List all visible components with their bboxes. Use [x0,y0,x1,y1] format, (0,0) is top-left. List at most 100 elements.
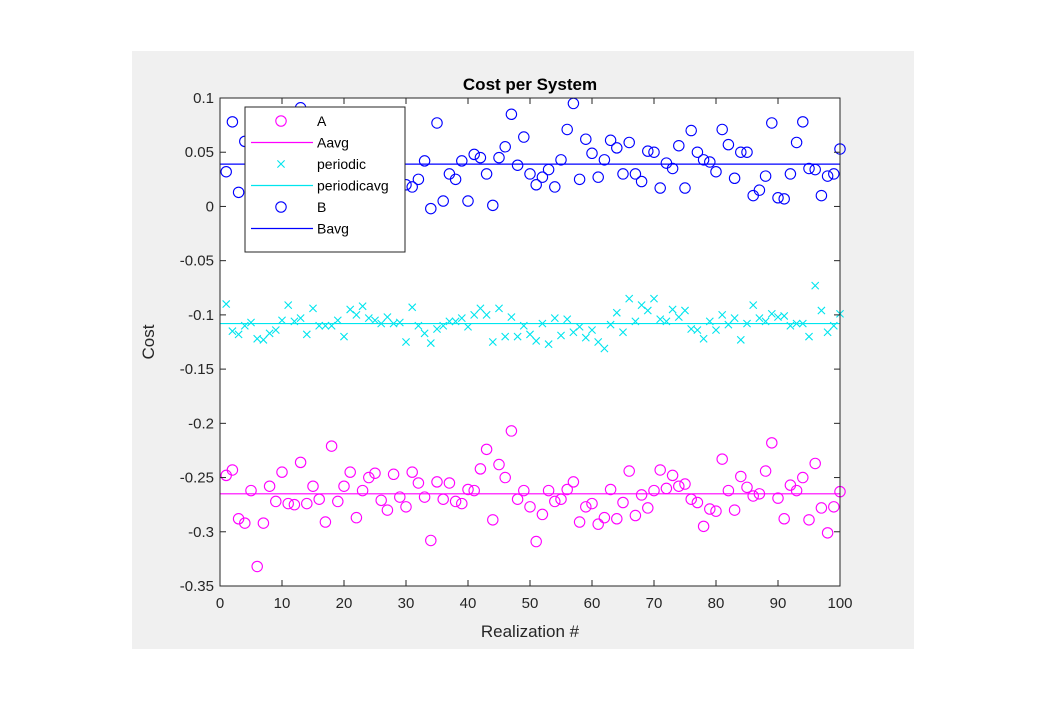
periodic-point [780,311,789,320]
b-point [778,193,790,205]
series-a [220,425,846,573]
periodic-point [470,310,479,319]
legend-label: B [317,199,326,215]
a-point [245,484,257,497]
b-point [511,159,524,171]
a-point [611,513,623,525]
a-point [592,518,604,530]
x-tick-label: 90 [770,595,787,612]
a-point [480,443,493,456]
a-point [518,484,530,497]
b-point [586,147,598,160]
periodic-point [693,326,702,335]
periodic-point [340,332,348,341]
legend-swatch [275,201,287,213]
b-point [598,154,611,166]
periodic-point [749,301,758,310]
b-point [704,156,716,168]
b-point [487,199,499,212]
periodic-point [755,314,764,323]
a-point [722,484,735,497]
a-point [617,496,629,509]
b-point [536,171,549,183]
periodic-point [681,306,689,315]
periodic-point [352,310,361,319]
x-axis-title: Realization # [481,622,580,641]
legend-label: periodic [317,156,366,172]
periodic-point [805,332,813,341]
periodic-point [575,322,584,331]
periodic-point [724,320,733,329]
periodic-point [265,329,274,338]
b-point [226,116,239,128]
a-point [691,496,704,509]
periodic-point [464,322,472,331]
a-point [363,471,375,484]
periodic-point [457,314,466,323]
y-tick-label: 0.05 [185,144,214,161]
periodic-point [222,300,231,309]
a-point [493,458,505,471]
periodic-point [346,305,355,314]
y-axis-title: Cost [139,324,158,359]
a-point [381,504,394,516]
b-point [468,148,480,161]
a-point [425,534,437,547]
periodic-point [656,315,665,324]
periodic-point [371,316,379,325]
x-tick-label: 0 [216,595,224,612]
a-point [338,480,350,492]
a-point [344,466,356,478]
periodic-point [674,313,683,322]
periodic-point [507,313,516,322]
b-point [766,117,778,129]
periodic-point [364,314,373,323]
periodic-point [482,310,491,319]
b-point [728,172,741,184]
periodic-point [433,324,441,333]
a-point [487,514,499,526]
b-point [232,186,245,199]
periodic-point [228,327,237,336]
legend-label: periodicavg [317,178,389,194]
b-point [815,189,828,202]
a-point [623,465,635,477]
b-point [431,117,443,129]
b-point [697,154,710,166]
a-point [790,484,803,497]
periodic-point [302,330,311,339]
periodic-point [718,310,727,319]
b-point [635,175,648,188]
a-point [462,483,474,496]
a-point [728,504,741,516]
a-point [747,490,759,502]
a-point [288,498,301,511]
a-point [567,476,580,488]
periodic-point [774,313,782,322]
b-point [772,192,784,204]
x-tick-label: 10 [274,595,291,612]
a-point [276,466,288,478]
legend-label: Bavg [317,221,349,237]
b-point [629,168,642,180]
b-point [617,168,629,180]
periodic-point [395,318,404,327]
axis-ticks: 0 10 20 30 40 50 60 70 80 90 100 0.1 0.05 0 -0.05 -0.1 -… [180,90,853,612]
b-point [530,179,542,191]
periodic-point [730,314,739,323]
a-point [604,483,617,496]
periodic-point [550,314,559,323]
periodic-point [513,332,522,341]
x-tick-label: 20 [336,595,353,612]
a-point [406,466,418,478]
b-point [480,168,493,180]
a-point [239,517,251,529]
a-point [270,495,282,508]
a-point [803,514,815,526]
periodic-point [736,335,745,344]
a-point [648,484,660,497]
a-point [797,471,809,484]
x-tick-label: 30 [398,595,415,612]
a-point [394,491,406,503]
a-point [226,464,239,476]
